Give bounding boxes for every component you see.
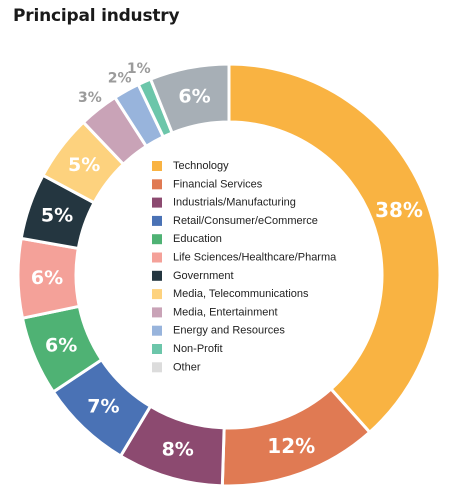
slice-label-industrials-manufacturing: 8%: [162, 439, 194, 461]
legend-swatch-education: [152, 234, 162, 245]
slice-label-media-telecommunications: 5%: [68, 154, 100, 176]
legend-swatch-energy-and-resources: [152, 325, 162, 336]
legend-label-technology: Technology: [173, 160, 229, 172]
legend-swatch-non-profit: [152, 344, 162, 354]
legend-swatch-other: [152, 362, 162, 373]
slice-label-life-sciences-healthcare-pharma: 6%: [31, 267, 63, 289]
legend: Technology Financial Services Industrials/…: [152, 160, 337, 373]
slice-label-media-entertainment: 3%: [78, 90, 102, 106]
legend-swatch-financial-services: [152, 179, 162, 190]
legend-label-media-telecommunications: Media, Telecommunications: [173, 288, 309, 300]
slice-technology: [227, 62, 442, 434]
legend-label-financial-services: Financial Services: [173, 178, 263, 190]
slice-label-retail-consumer-ecommerce: 7%: [87, 396, 119, 418]
chart-title: Principal industry: [13, 6, 180, 26]
legend-label-media-entertainment: Media, Entertainment: [173, 306, 278, 318]
slice-labels: 38% 12% 8% 7% 6% 6% 5% 5% 3% 2%1% 6%: [31, 61, 423, 461]
donut-slices: [16, 62, 442, 488]
legend-swatch-retail-consumer-ecommerce: [152, 215, 162, 226]
slice-label-energy-and-resources: 2%: [108, 70, 132, 86]
legend-swatch-media-entertainment: [152, 307, 162, 318]
legend-label-life-sciences-healthcare-pharma: Life Sciences/Healthcare/Pharma: [173, 252, 337, 264]
slice-label-financial-services: 12%: [267, 434, 315, 458]
legend-label-energy-and-resources: Energy and Resources: [173, 325, 285, 337]
legend-swatch-life-sciences-healthcare-pharma: [152, 252, 162, 263]
legend-label-retail-consumer-ecommerce: Retail/Consumer/eCommerce: [173, 215, 318, 227]
legend-swatch-government: [152, 270, 162, 281]
legend-label-non-profit: Non-Profit: [173, 343, 223, 355]
slice-other: [149, 62, 231, 135]
legend-label-other: Other: [173, 361, 201, 373]
slice-label-education: 6%: [45, 334, 77, 356]
legend-swatch-industrials-manufacturing: [152, 197, 162, 208]
slice-label-other: 6%: [178, 85, 210, 107]
slice-label-non-profit: 1%: [127, 61, 151, 77]
legend-label-industrials-manufacturing: Industrials/Manufacturing: [173, 197, 296, 209]
legend-label-education: Education: [173, 233, 222, 245]
legend-label-government: Government: [173, 270, 234, 282]
legend-swatch-media-telecommunications: [152, 289, 162, 300]
slice-label-technology: 38%: [375, 198, 423, 222]
slice-label-government: 5%: [41, 204, 73, 226]
legend-swatch-technology: [152, 161, 162, 171]
